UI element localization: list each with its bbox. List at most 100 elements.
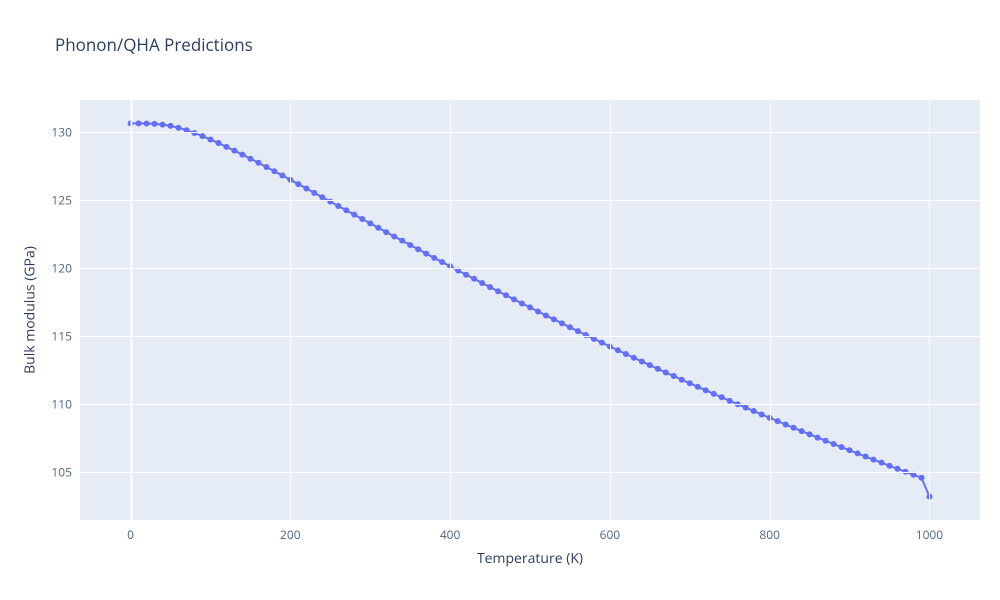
series-marker[interactable] bbox=[799, 428, 805, 434]
series-marker[interactable] bbox=[367, 220, 373, 226]
series-marker[interactable] bbox=[351, 212, 357, 218]
series-marker[interactable] bbox=[431, 255, 437, 261]
series-marker[interactable] bbox=[335, 203, 341, 209]
series-marker[interactable] bbox=[487, 284, 493, 290]
series-marker[interactable] bbox=[599, 340, 605, 346]
series-marker[interactable] bbox=[439, 259, 445, 265]
series-marker[interactable] bbox=[343, 207, 349, 213]
y-grid-line bbox=[80, 268, 980, 269]
series-marker[interactable] bbox=[207, 136, 213, 142]
series-marker[interactable] bbox=[263, 164, 269, 170]
series-marker[interactable] bbox=[175, 125, 181, 131]
series-marker[interactable] bbox=[887, 463, 893, 469]
trace-svg bbox=[80, 100, 980, 520]
x-zero-line bbox=[130, 100, 132, 520]
series-marker[interactable] bbox=[375, 225, 381, 231]
series-marker[interactable] bbox=[543, 312, 549, 318]
series-marker[interactable] bbox=[879, 460, 885, 466]
series-marker[interactable] bbox=[631, 355, 637, 361]
series-marker[interactable] bbox=[463, 272, 469, 278]
series-marker[interactable] bbox=[199, 133, 205, 139]
series-marker[interactable] bbox=[639, 358, 645, 364]
series-marker[interactable] bbox=[791, 425, 797, 431]
y-grid-line bbox=[80, 336, 980, 337]
series-marker[interactable] bbox=[663, 370, 669, 376]
series-marker[interactable] bbox=[519, 300, 525, 306]
y-grid-line bbox=[80, 404, 980, 405]
series-marker[interactable] bbox=[647, 362, 653, 368]
series-marker[interactable] bbox=[152, 121, 158, 127]
series-marker[interactable] bbox=[807, 431, 813, 437]
series-marker[interactable] bbox=[751, 408, 757, 414]
series-marker[interactable] bbox=[567, 324, 573, 330]
series-marker[interactable] bbox=[863, 454, 869, 460]
series-marker[interactable] bbox=[535, 309, 541, 315]
series-marker[interactable] bbox=[719, 394, 725, 400]
series-marker[interactable] bbox=[815, 435, 821, 441]
series-marker[interactable] bbox=[223, 144, 229, 150]
series-marker[interactable] bbox=[711, 391, 717, 397]
series-marker[interactable] bbox=[551, 316, 557, 322]
series-marker[interactable] bbox=[423, 251, 429, 257]
series-marker[interactable] bbox=[759, 411, 765, 417]
series-marker[interactable] bbox=[160, 122, 166, 128]
series-marker[interactable] bbox=[615, 347, 621, 353]
series-marker[interactable] bbox=[383, 229, 389, 235]
series-marker[interactable] bbox=[918, 475, 924, 481]
series-marker[interactable] bbox=[823, 438, 829, 444]
series-marker[interactable] bbox=[279, 172, 285, 178]
series-marker[interactable] bbox=[255, 160, 261, 166]
series-marker[interactable] bbox=[679, 377, 685, 383]
series-marker[interactable] bbox=[239, 152, 245, 158]
series-marker[interactable] bbox=[168, 123, 174, 129]
series-marker[interactable] bbox=[703, 387, 709, 393]
series-marker[interactable] bbox=[695, 384, 701, 390]
series-marker[interactable] bbox=[775, 418, 781, 424]
y-tick-label: 110 bbox=[51, 395, 72, 412]
series-marker[interactable] bbox=[271, 168, 277, 174]
series-marker[interactable] bbox=[559, 320, 565, 326]
series-marker[interactable] bbox=[144, 121, 150, 127]
series-marker[interactable] bbox=[503, 292, 509, 298]
series-marker[interactable] bbox=[623, 351, 629, 357]
y-axis-label: Bulk modulus (GPa) bbox=[21, 246, 40, 374]
series-marker[interactable] bbox=[231, 148, 237, 154]
x-axis-label: Temperature (K) bbox=[477, 549, 583, 568]
y-tick-label: 130 bbox=[51, 123, 72, 140]
series-marker[interactable] bbox=[655, 366, 661, 372]
plot-area[interactable] bbox=[80, 100, 980, 520]
series-marker[interactable] bbox=[687, 380, 693, 386]
series-marker[interactable] bbox=[359, 216, 365, 222]
series-marker[interactable] bbox=[303, 186, 309, 192]
series-marker[interactable] bbox=[831, 441, 837, 447]
series-marker[interactable] bbox=[855, 450, 861, 456]
chart-container: Phonon/QHA Predictions Temperature (K) B… bbox=[0, 0, 1000, 600]
series-marker[interactable] bbox=[671, 373, 677, 379]
series-marker[interactable] bbox=[136, 120, 142, 126]
series-marker[interactable] bbox=[894, 466, 900, 472]
series-marker[interactable] bbox=[847, 447, 853, 453]
series-marker[interactable] bbox=[479, 280, 485, 286]
series-marker[interactable] bbox=[311, 190, 317, 196]
series-marker[interactable] bbox=[743, 405, 749, 411]
series-marker[interactable] bbox=[471, 276, 477, 282]
series-marker[interactable] bbox=[527, 304, 533, 310]
series-marker[interactable] bbox=[247, 156, 253, 162]
y-tick-label: 105 bbox=[51, 464, 72, 481]
series-marker[interactable] bbox=[215, 140, 221, 146]
series-marker[interactable] bbox=[495, 288, 501, 294]
series-marker[interactable] bbox=[575, 328, 581, 334]
x-tick-label: 1000 bbox=[916, 526, 943, 543]
y-tick-label: 115 bbox=[51, 327, 72, 344]
series-marker[interactable] bbox=[839, 444, 845, 450]
series-marker[interactable] bbox=[783, 422, 789, 428]
series-marker[interactable] bbox=[727, 398, 733, 404]
series-marker[interactable] bbox=[415, 246, 421, 252]
series-marker[interactable] bbox=[871, 457, 877, 463]
series-marker[interactable] bbox=[511, 296, 517, 302]
y-grid-line bbox=[80, 132, 980, 133]
series-marker[interactable] bbox=[407, 242, 413, 248]
series-marker[interactable] bbox=[295, 181, 301, 187]
series-marker[interactable] bbox=[399, 238, 405, 244]
series-marker[interactable] bbox=[391, 233, 397, 239]
